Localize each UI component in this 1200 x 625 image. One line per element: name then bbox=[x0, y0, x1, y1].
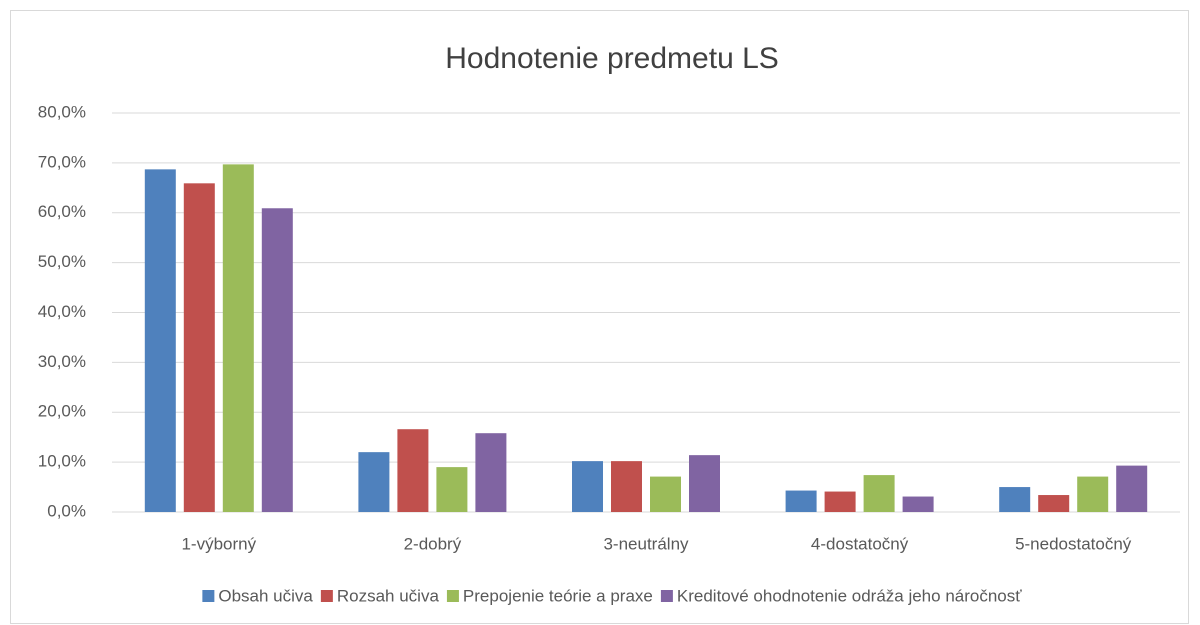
y-tick-label: 40,0% bbox=[38, 302, 86, 321]
legend-label: Obsah učiva bbox=[218, 586, 313, 605]
y-tick-label: 10,0% bbox=[38, 452, 86, 471]
legend-swatch bbox=[202, 590, 215, 602]
bar bbox=[902, 496, 934, 512]
bar bbox=[144, 169, 176, 512]
bar bbox=[650, 476, 681, 512]
y-tick-label: 80,0% bbox=[38, 102, 86, 121]
x-tick-label: 5-nedostatočný bbox=[1015, 534, 1132, 553]
bar bbox=[397, 429, 429, 512]
y-tick-label: 30,0% bbox=[38, 352, 86, 371]
x-tick-label: 4-dostatočný bbox=[811, 534, 909, 553]
y-tick-label: 60,0% bbox=[38, 202, 86, 221]
bar bbox=[1038, 495, 1070, 512]
bar bbox=[222, 164, 254, 512]
bar bbox=[689, 455, 720, 512]
x-tick-label: 2-dobrý bbox=[404, 534, 462, 553]
x-tick-label: 1-výborný bbox=[181, 534, 256, 553]
bar bbox=[436, 467, 468, 512]
bar bbox=[183, 183, 215, 513]
y-tick-label: 20,0% bbox=[38, 402, 86, 421]
y-tick-label: 0,0% bbox=[47, 501, 86, 520]
legend-label: Rozsah učiva bbox=[337, 586, 440, 605]
y-tick-label: 70,0% bbox=[38, 152, 86, 171]
bar bbox=[475, 433, 507, 512]
bar bbox=[1077, 476, 1109, 512]
bar bbox=[785, 490, 817, 512]
legend-swatch bbox=[320, 590, 333, 602]
bar bbox=[611, 461, 642, 512]
bar bbox=[863, 475, 895, 512]
y-tick-label: 50,0% bbox=[38, 252, 86, 271]
legend-swatch bbox=[446, 590, 459, 602]
bar bbox=[572, 461, 603, 512]
bar bbox=[1116, 465, 1148, 512]
bar bbox=[261, 208, 293, 513]
bar bbox=[824, 491, 856, 512]
bar bbox=[999, 487, 1031, 512]
x-tick-label: 3-neutrálny bbox=[603, 534, 689, 553]
chart-title: Hodnotenie predmetu LS bbox=[445, 42, 779, 75]
legend-label: Prepojenie teórie a praxe bbox=[463, 586, 653, 605]
bar bbox=[358, 452, 390, 512]
legend-swatch bbox=[660, 590, 673, 602]
legend-label: Kreditové ohodnotenie odráža jeho náročn… bbox=[677, 586, 1022, 605]
